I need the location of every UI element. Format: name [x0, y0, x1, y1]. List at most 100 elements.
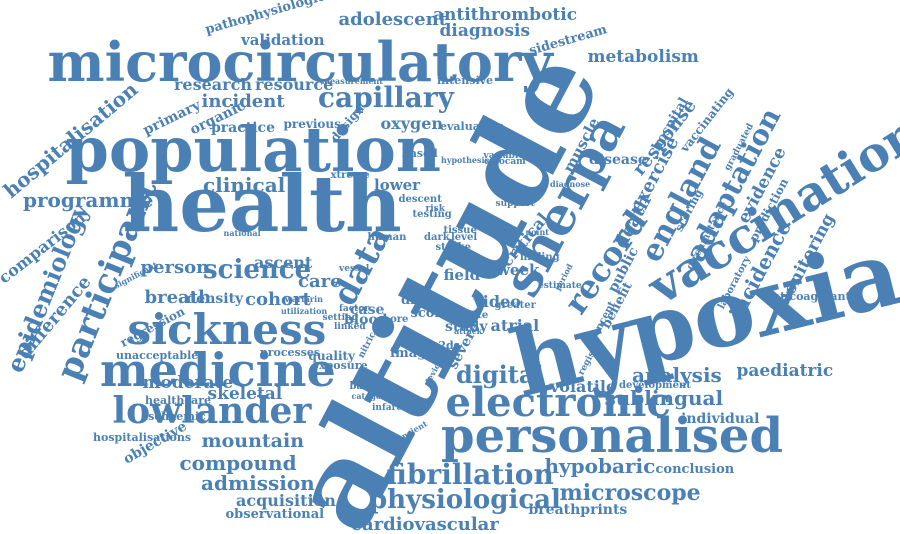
- word-adolescent: adolescent: [338, 9, 448, 30]
- word-compound: compound: [179, 451, 297, 475]
- word-point: point: [525, 227, 549, 237]
- word-paediatric: paediatric: [736, 360, 834, 381]
- word-clinical: clinical: [203, 173, 286, 197]
- word-greater: greater: [494, 300, 536, 311]
- word-case: case: [350, 302, 385, 318]
- word-vessel: vessel: [339, 263, 370, 274]
- word-exposure: exposure: [312, 358, 368, 372]
- word-healthcare: healthcare: [145, 393, 211, 407]
- word-linked: linked: [334, 321, 366, 332]
- word-quality: quality: [308, 349, 356, 363]
- word-cohort: cohort: [245, 289, 311, 310]
- word-infarction: infarction: [372, 402, 423, 413]
- word-electronic: electronic: [445, 379, 671, 426]
- word-physiological: physiological: [369, 485, 561, 515]
- word-factor: factor: [339, 303, 370, 314]
- word-testing: testing: [412, 209, 452, 220]
- word-programme: programme: [23, 188, 154, 212]
- word-support: support: [495, 198, 535, 209]
- word-admission: admission: [201, 471, 315, 495]
- word-stroke: stroke: [435, 242, 471, 253]
- word-categories: categories: [351, 391, 399, 401]
- word-cardiovascular: cardiovascular: [351, 514, 499, 534]
- word-tissue: tissue: [443, 225, 477, 236]
- word-more: more: [379, 314, 409, 325]
- word-risk: risk: [425, 203, 445, 214]
- word-development: development: [619, 380, 691, 391]
- word-analysis: analysis: [632, 363, 722, 387]
- word-utilization: utilization: [281, 306, 328, 316]
- word-acquisition: acquisition: [236, 491, 336, 510]
- word-conclusion: conclusion: [655, 461, 735, 477]
- word-variable: variable: [483, 150, 525, 161]
- word-processes: processes: [260, 345, 321, 359]
- word-drug: drug: [401, 292, 436, 308]
- word-skeletal: skeletal: [207, 383, 283, 404]
- word-digital: digital: [456, 360, 544, 389]
- word-based: based: [402, 146, 438, 160]
- word-lowlander: lowlander: [112, 390, 312, 432]
- word-metabolism: metabolism: [587, 46, 699, 67]
- word-observational: observational: [225, 506, 325, 522]
- word-research: research: [174, 75, 252, 94]
- word-previous: previous: [283, 117, 341, 131]
- word-diagnosis: diagnosis: [439, 20, 531, 41]
- word-microcirculatory: microcirculatory: [47, 30, 553, 94]
- word-ischaemic: ischaemic: [144, 409, 206, 423]
- word-dark: dark: [424, 232, 450, 243]
- word-cha2ds: cha2ds: [416, 338, 460, 352]
- word-ascent: ascent: [254, 253, 313, 272]
- word-evaluation: evaluation: [440, 119, 505, 133]
- word-warfarin: warfarin: [285, 294, 323, 304]
- word-setting: setting: [322, 312, 358, 323]
- word-fibrillation: fibrillation: [386, 458, 554, 491]
- word-science: science: [203, 255, 312, 285]
- word-validation: validation: [241, 30, 325, 49]
- word-blood: blood: [344, 312, 388, 328]
- word-hospitalisations: hospitalisations: [93, 430, 192, 444]
- word-sublingual: sublingual: [604, 386, 724, 410]
- word-personalised: personalised: [441, 408, 784, 464]
- word-video: video: [473, 292, 521, 311]
- word-diagnose: diagnose: [550, 179, 591, 189]
- word-measurement: measurement: [321, 76, 383, 86]
- word-study: study: [445, 319, 488, 335]
- word-cytocam: cytocam: [484, 156, 526, 167]
- word-incident: incident: [201, 91, 285, 112]
- word-moderate: moderate: [142, 372, 234, 393]
- word-density: density: [186, 291, 244, 307]
- word-resource: resource: [255, 75, 334, 94]
- word-population: population: [65, 113, 441, 186]
- word-baseline: baseline: [349, 381, 397, 392]
- word-disease: disease: [589, 152, 647, 168]
- word-national: national: [223, 228, 261, 238]
- word-hypobaric: hypobaric: [544, 454, 656, 478]
- word-intensive: intensive: [437, 73, 494, 87]
- word-attack: attack: [454, 326, 483, 336]
- word-xtreme: xtreme: [330, 170, 370, 181]
- word-mountain: mountain: [201, 429, 305, 452]
- word-capillary: capillary: [318, 81, 454, 114]
- word-image: image: [390, 345, 435, 361]
- word-descent: descent: [398, 194, 442, 205]
- word-week: week: [497, 260, 540, 279]
- word-volatile: volatile: [550, 377, 617, 396]
- word-finding: finding: [520, 252, 560, 263]
- word-sickness: sickness: [127, 305, 327, 354]
- word-lower: lower: [374, 175, 421, 194]
- word-human: human: [367, 232, 407, 243]
- word-individual: individual: [681, 411, 760, 427]
- word-unacceptable: unacceptable: [116, 348, 199, 362]
- word-anticoagulant: anticoagulant: [765, 289, 851, 303]
- word-rate: rate: [465, 310, 489, 321]
- word-estimate: estimate: [538, 280, 582, 291]
- word-microscope: microscope: [559, 480, 701, 506]
- word-oxygen: oxygen: [380, 114, 444, 133]
- word-atrial: atrial: [490, 316, 540, 335]
- word-person: person: [140, 257, 210, 278]
- word-breathprints: breathprints: [528, 502, 628, 518]
- word-practice: practice: [211, 120, 275, 136]
- word-antithrombotic: antithrombotic: [433, 4, 578, 25]
- word-score: score: [410, 305, 450, 321]
